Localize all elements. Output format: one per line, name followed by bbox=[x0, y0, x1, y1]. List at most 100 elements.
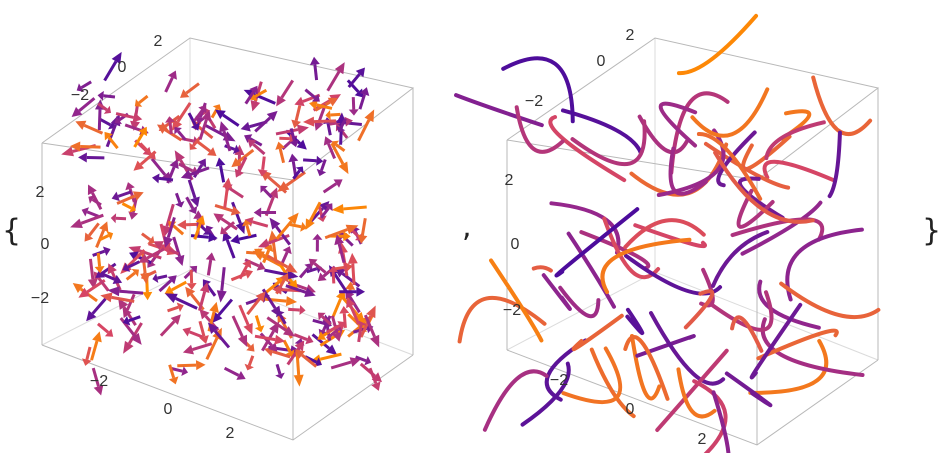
stream-line bbox=[740, 200, 823, 256]
arrow-shaft bbox=[185, 82, 200, 95]
arrow-shaft bbox=[214, 203, 233, 213]
arrow-head bbox=[106, 230, 114, 240]
stream-line bbox=[690, 87, 770, 138]
arrow-head bbox=[168, 376, 179, 385]
arrow-shaft bbox=[326, 327, 340, 340]
arrow-head bbox=[275, 310, 285, 318]
tick-label: 2 bbox=[154, 33, 163, 50]
arrow-shaft bbox=[251, 220, 269, 228]
arrow-shaft bbox=[80, 144, 101, 149]
arrow-head bbox=[207, 322, 219, 334]
stream-line bbox=[749, 302, 803, 380]
tick-label: −2 bbox=[90, 373, 108, 390]
arrow-head bbox=[177, 219, 187, 230]
arrow-head bbox=[195, 360, 206, 371]
arrow-shaft bbox=[249, 137, 263, 147]
arrow-head bbox=[212, 104, 222, 112]
arrow-head bbox=[254, 325, 265, 333]
arrow-head bbox=[189, 142, 198, 150]
arrow-shaft bbox=[343, 205, 367, 211]
arrow-head bbox=[215, 109, 226, 120]
arrow-shaft bbox=[196, 140, 212, 153]
arrow-head bbox=[254, 248, 263, 257]
arrow-head bbox=[304, 287, 316, 298]
arrow-head bbox=[110, 213, 117, 224]
vector-field bbox=[61, 51, 382, 396]
arrow-shaft bbox=[331, 298, 343, 319]
arrow-head bbox=[337, 321, 347, 331]
arrow-head bbox=[190, 196, 200, 207]
arrow-head bbox=[128, 211, 139, 220]
arrow-head bbox=[366, 305, 376, 319]
arrow-head bbox=[160, 242, 171, 254]
arrow-head bbox=[334, 234, 345, 246]
arrow-shaft bbox=[285, 284, 307, 294]
stream-line bbox=[570, 119, 647, 167]
arrow-shaft bbox=[280, 251, 289, 266]
stream-line bbox=[579, 230, 651, 270]
arrow-shaft bbox=[327, 143, 337, 160]
arrow-shaft bbox=[158, 176, 174, 182]
arrow-head bbox=[250, 99, 261, 112]
arrow-head bbox=[175, 201, 185, 208]
arrow-shaft bbox=[254, 116, 272, 133]
arrow-shaft bbox=[254, 334, 276, 342]
arrow-head bbox=[242, 259, 252, 269]
arrow-head bbox=[253, 207, 262, 218]
arrow-shaft bbox=[275, 220, 293, 240]
arrow-shaft bbox=[96, 322, 110, 334]
arrow-head bbox=[300, 221, 307, 232]
arrow-head bbox=[185, 286, 196, 298]
arrow-head bbox=[82, 358, 92, 366]
stream-line bbox=[668, 146, 708, 196]
stream-line bbox=[625, 307, 645, 336]
arrow-shaft bbox=[190, 234, 209, 239]
arrow-head bbox=[75, 120, 87, 130]
arrow-shaft bbox=[223, 366, 240, 377]
stream-line bbox=[655, 348, 729, 432]
arrow-head bbox=[275, 372, 285, 379]
arrow-shaft bbox=[124, 123, 142, 132]
arrow-shaft bbox=[103, 60, 118, 82]
arrow-head bbox=[287, 212, 299, 225]
arrow-shaft bbox=[205, 337, 219, 360]
arrow-head bbox=[122, 262, 131, 272]
arrow-shaft bbox=[80, 213, 104, 225]
arrow-head bbox=[213, 213, 225, 223]
stream-line bbox=[623, 218, 706, 250]
arrow-shaft bbox=[359, 315, 373, 338]
stream-line bbox=[696, 132, 763, 201]
arrow-shaft bbox=[342, 313, 347, 328]
arrow-shaft bbox=[172, 224, 185, 236]
arrow-head bbox=[325, 110, 331, 120]
arrow-head bbox=[325, 344, 338, 356]
arrow-head bbox=[289, 139, 300, 148]
stream-line bbox=[457, 295, 547, 344]
stream-line bbox=[566, 231, 616, 309]
arrow-head bbox=[78, 152, 87, 163]
stream-line bbox=[544, 338, 588, 402]
arrow-shaft bbox=[263, 188, 273, 199]
arrow-head bbox=[296, 139, 307, 150]
arrow-head bbox=[128, 245, 141, 256]
arrow-shaft bbox=[266, 316, 287, 332]
arrow-head bbox=[305, 334, 314, 345]
arrow-shaft bbox=[289, 128, 296, 142]
arrow-head bbox=[129, 251, 139, 261]
arrow-shaft bbox=[219, 165, 226, 183]
arrow-head bbox=[111, 51, 122, 64]
arrow-head bbox=[249, 92, 258, 101]
stream-line bbox=[623, 335, 670, 401]
stream-line bbox=[756, 328, 839, 361]
arrow-head bbox=[294, 340, 305, 352]
arrow-head bbox=[266, 110, 278, 122]
tick-label: −2 bbox=[550, 372, 568, 389]
arrow-shaft bbox=[263, 280, 280, 295]
arrow-shaft bbox=[197, 125, 214, 140]
arrow-head bbox=[152, 273, 159, 283]
open-brace: { bbox=[2, 214, 21, 249]
arrow-shaft bbox=[159, 320, 176, 337]
stream-line bbox=[764, 120, 826, 161]
arrow-head bbox=[324, 203, 333, 212]
arrow-shaft bbox=[116, 194, 136, 205]
